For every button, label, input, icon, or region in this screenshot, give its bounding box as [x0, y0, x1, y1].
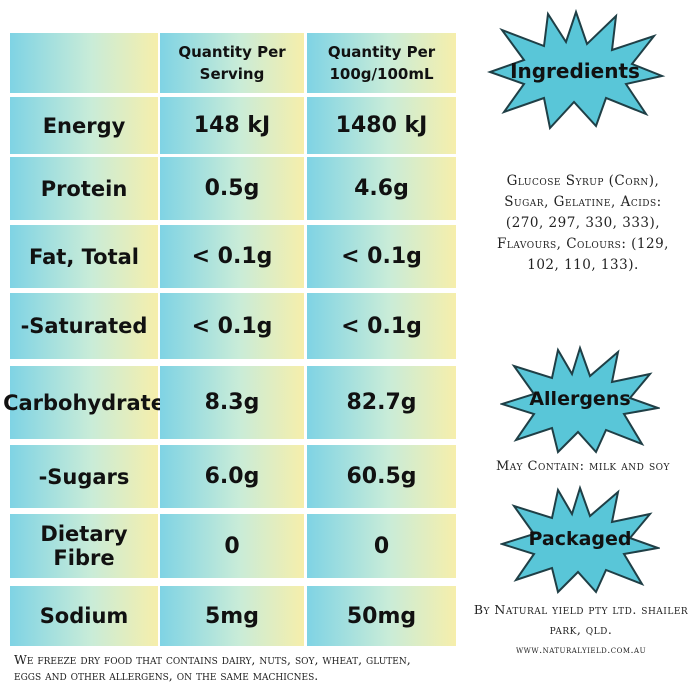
packaged-line-1: By Natural yield pty ltd. shailer: [473, 602, 689, 617]
ingredients-line-3: (270, 297, 330, 333),: [505, 215, 661, 231]
packaged-line-2: park, qld.: [549, 622, 613, 637]
allergens-text: May Contain: milk and soy: [496, 459, 670, 474]
allergens-starburst-icon: [500, 344, 660, 454]
allergens-title: Allergens: [529, 388, 631, 410]
ingredients-line-2: Sugar, Gelatine, Acids:: [504, 194, 662, 210]
row-per100-sugars: 60.5g: [307, 445, 456, 508]
row-serving-carbohydrate: 8.3g: [160, 366, 304, 439]
row-per100-fat-total: < 0.1g: [307, 225, 456, 288]
header-per100-cell: Quantity Per 100g/100mL: [307, 33, 456, 93]
header-blank-cell: [10, 33, 158, 93]
ingredients-title: Ingredients: [510, 59, 640, 83]
row-serving-saturated: < 0.1g: [160, 293, 304, 359]
row-label-sodium: Sodium: [10, 586, 158, 646]
row-per100-protein: 4.6g: [307, 157, 456, 220]
row-label-carbohydrate: Carbohydrate: [3, 366, 165, 439]
ingredients-starburst-icon: [486, 8, 666, 131]
packaged-starburst-icon: [500, 484, 660, 594]
row-label-sugars: -Sugars: [10, 445, 158, 508]
footnote-line-1: We freeze dry food that contains dairy, …: [14, 652, 411, 667]
row-serving-protein: 0.5g: [160, 157, 304, 220]
header-serving-cell: Quantity Per Serving: [160, 33, 304, 93]
row-per100-dietary-fibre: 0: [307, 514, 456, 578]
header-per100-line1: Quantity Per: [327, 43, 436, 61]
ingredients-line-5: 102, 110, 133).: [527, 257, 639, 273]
row-serving-sodium: 5mg: [160, 586, 304, 646]
packaged-text: By Natural yield pty ltd. shailer park, …: [468, 600, 694, 640]
ingredients-line-4: Flavours, Colours: (129,: [497, 236, 669, 252]
row-label-energy: Energy: [10, 97, 158, 154]
header-serving-line1: Quantity Per: [178, 43, 286, 61]
row-label-fat-total: Fat, Total: [10, 225, 158, 288]
header-per100-line2: 100g/100mL: [329, 65, 434, 83]
packaged-title: Packaged: [528, 528, 632, 550]
row-per100-energy: 1480 kJ: [307, 97, 456, 154]
row-serving-sugars: 6.0g: [160, 445, 304, 508]
row-per100-carbohydrate: 82.7g: [307, 366, 456, 439]
website-text: www.naturalyield.com.au: [515, 645, 646, 656]
row-label-dietary-fibre: Dietary Fibre: [10, 514, 158, 578]
row-per100-saturated: < 0.1g: [307, 293, 456, 359]
row-serving-dietary-fibre: 0: [160, 514, 304, 578]
header-serving-line2: Serving: [199, 65, 265, 83]
ingredients-text: Glucose Syrup (Corn), Sugar, Gelatine, A…: [472, 171, 694, 276]
row-label-saturated: -Saturated: [10, 293, 158, 359]
row-per100-sodium: 50mg: [307, 586, 456, 646]
row-label-protein: Protein: [10, 157, 158, 220]
allergen-footnote: We freeze dry food that contains dairy, …: [14, 652, 454, 684]
row-serving-energy: 148 kJ: [160, 97, 304, 154]
row-serving-fat-total: < 0.1g: [160, 225, 304, 288]
footnote-line-2: eggs and other allergens, on the same ma…: [14, 668, 319, 683]
ingredients-line-1: Glucose Syrup (Corn),: [506, 173, 660, 189]
